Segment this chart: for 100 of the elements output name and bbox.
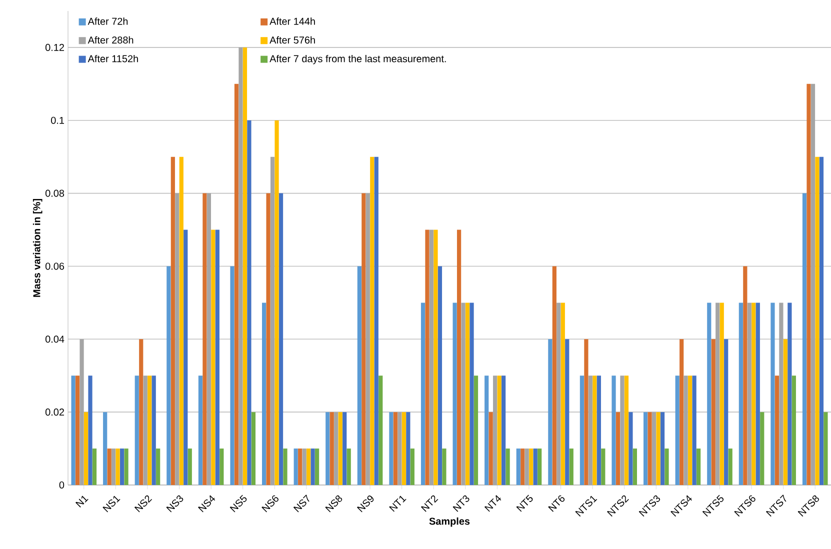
- bar: [465, 302, 470, 485]
- x-tick-label: NS1: [102, 496, 120, 512]
- bar: [688, 376, 692, 485]
- y-tick-label: 0.06: [45, 262, 64, 270]
- bar: [202, 193, 207, 485]
- bar: [569, 448, 574, 485]
- bar: [346, 448, 351, 485]
- bar: [711, 339, 716, 485]
- bar: [71, 376, 76, 485]
- bar: [819, 156, 824, 485]
- bar: [756, 302, 760, 485]
- bar: [152, 376, 156, 485]
- bar: [357, 266, 362, 485]
- bar: [406, 412, 410, 485]
- bar: [211, 230, 216, 485]
- bar: [752, 302, 756, 485]
- bar: [596, 376, 601, 485]
- bar: [88, 376, 92, 485]
- bar: [601, 448, 606, 485]
- bar: [251, 412, 256, 485]
- bar: [474, 376, 478, 485]
- bar: [488, 412, 493, 485]
- bar: [370, 156, 374, 485]
- legend-label: After 576h: [270, 36, 315, 44]
- bar: [788, 302, 792, 485]
- bar: [616, 412, 620, 485]
- bar: [374, 156, 378, 485]
- bar: [529, 448, 534, 485]
- bar: [247, 120, 252, 485]
- bar: [660, 412, 665, 485]
- bar: [456, 230, 462, 485]
- bar: [783, 339, 788, 485]
- y-tick-label: 0.04: [45, 336, 64, 343]
- bar: [584, 339, 588, 485]
- bar: [452, 302, 457, 485]
- bar: [107, 448, 112, 485]
- bar: [338, 412, 342, 485]
- bar: [760, 412, 764, 485]
- bar: [166, 266, 171, 485]
- y-tick-label: 0.1: [51, 116, 64, 124]
- bar: [156, 448, 160, 485]
- bar: [738, 302, 743, 485]
- legend-label: After 288h: [88, 36, 134, 44]
- bar: [120, 448, 124, 485]
- bar: [724, 339, 728, 485]
- bar: [179, 156, 184, 485]
- bar: [560, 302, 565, 485]
- bar: [148, 376, 152, 485]
- bar: [743, 266, 748, 485]
- bar: [306, 448, 311, 485]
- x-tick-label: NT1: [389, 496, 406, 512]
- bar: [675, 376, 680, 485]
- bar: [134, 376, 139, 485]
- bar: [124, 448, 128, 485]
- bar: [728, 448, 732, 485]
- bar: [184, 230, 188, 485]
- y-axis-title: Mass variation in [%]: [32, 199, 42, 297]
- bar: [815, 156, 820, 485]
- bar: [442, 448, 446, 485]
- bar: [342, 412, 347, 485]
- bar: [234, 84, 239, 485]
- bar: [520, 448, 525, 485]
- bar: [242, 47, 248, 485]
- bar: [283, 448, 288, 485]
- bar: [770, 302, 775, 485]
- bar: [565, 339, 570, 485]
- bar: [310, 448, 315, 485]
- y-tick-label: 0.08: [45, 190, 64, 197]
- bar: [501, 376, 506, 485]
- bar: [692, 376, 696, 485]
- bar: [402, 412, 406, 485]
- bar: [516, 448, 520, 485]
- bar: [230, 266, 234, 485]
- bar: [378, 376, 383, 485]
- bar: [664, 448, 669, 485]
- bar: [330, 412, 334, 485]
- bar: [75, 376, 80, 485]
- legend-label: After 7 days from the last measurement.: [270, 54, 446, 64]
- bar: [103, 412, 108, 485]
- bar: [170, 156, 175, 485]
- bar: [84, 412, 88, 485]
- bar: [580, 376, 584, 485]
- bar: [484, 376, 489, 485]
- bar: [680, 339, 684, 485]
- y-tick-label: 0.12: [45, 44, 64, 51]
- bar: [294, 448, 298, 485]
- bar: [774, 376, 780, 485]
- bar: [410, 448, 414, 485]
- bar: [656, 412, 660, 485]
- bar: [624, 376, 629, 485]
- bar: [92, 448, 97, 485]
- bar: [188, 448, 192, 485]
- x-axis-title: Samples: [429, 517, 470, 527]
- bar: [389, 412, 394, 485]
- bar: [266, 193, 270, 485]
- bar: [198, 376, 203, 485]
- bar: [538, 448, 542, 485]
- bar: [420, 302, 426, 485]
- bar: [139, 339, 144, 485]
- bar: [552, 266, 556, 485]
